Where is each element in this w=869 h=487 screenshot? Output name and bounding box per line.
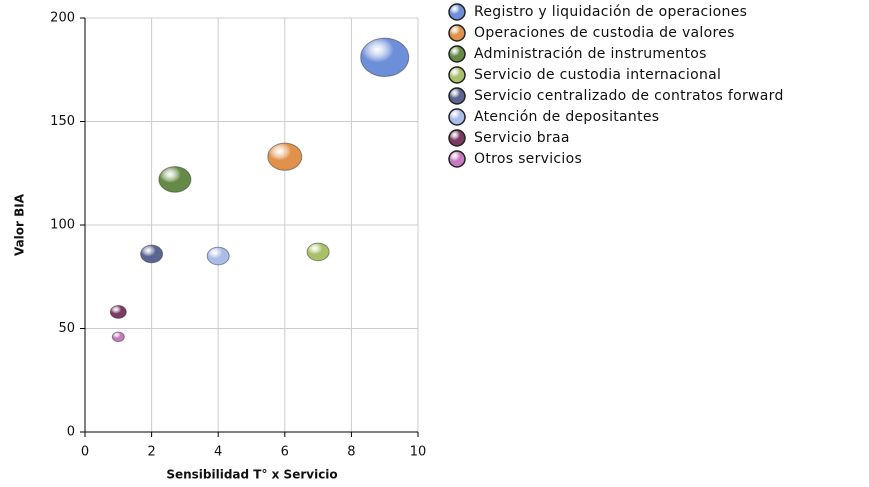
bubble: [306, 242, 330, 262]
legend-label: Registro y liquidación de operaciones: [474, 4, 747, 20]
x-tick-label: 10: [410, 445, 427, 460]
legend-marker: [448, 24, 466, 42]
y-axis-label: Valor BIA: [13, 193, 27, 256]
legend-marker: [448, 108, 466, 126]
legend-label: Servicio centralizado de contratos forwa…: [474, 88, 784, 104]
y-tick-label: 0: [67, 425, 75, 440]
legend-marker: [448, 129, 466, 147]
x-tick-label: 8: [347, 445, 355, 460]
legend-marker: [448, 66, 466, 84]
x-axis-label: Sensibilidad T° x Servicio: [166, 468, 337, 482]
bubble: [267, 142, 303, 171]
legend-label: Servicio de custodia internacional: [474, 67, 721, 83]
x-tick-label: 6: [281, 445, 289, 460]
legend-label: Otros servicios: [474, 151, 582, 167]
x-tick-label: 2: [147, 445, 155, 460]
bubble: [206, 246, 230, 266]
y-tick-label: 150: [50, 114, 75, 129]
bubble: [158, 166, 192, 193]
legend-label: Administración de instrumentos: [474, 46, 707, 62]
bubble: [111, 331, 125, 343]
legend-label: Servicio braa: [474, 130, 570, 146]
legend-marker: [448, 150, 466, 168]
legend-marker: [448, 87, 466, 105]
y-tick-label: 200: [50, 11, 75, 26]
legend-marker: [448, 3, 466, 21]
legend-label: Atención de depositantes: [474, 109, 659, 125]
x-tick-label: 4: [214, 445, 222, 460]
x-tick-label: 0: [81, 445, 89, 460]
legend-label: Operaciones de custodia de valores: [474, 25, 735, 41]
y-tick-label: 50: [58, 321, 75, 336]
legend-marker: [448, 45, 466, 63]
y-tick-label: 100: [50, 218, 75, 233]
bubble: [109, 305, 127, 319]
bubble: [140, 244, 164, 264]
bubble: [360, 37, 410, 78]
